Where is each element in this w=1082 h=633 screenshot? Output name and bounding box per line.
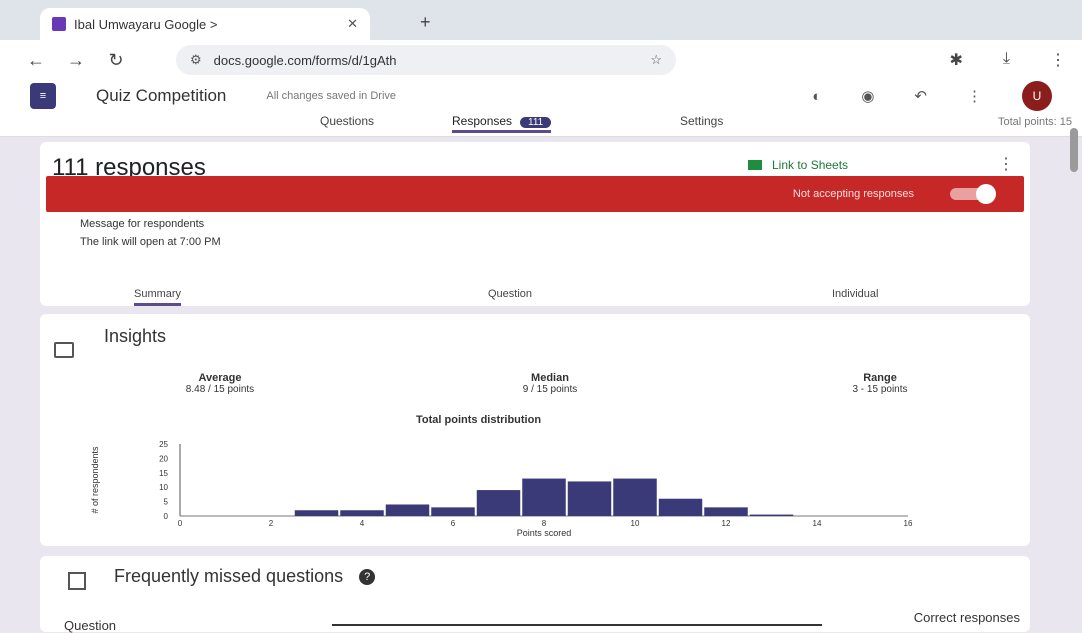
tab-responses-label: Responses: [452, 114, 513, 128]
histogram-bar: [385, 504, 430, 516]
address-url: docs.google.com/forms/d/1gAth: [213, 52, 397, 68]
total-points: Total points: 15: [998, 116, 1072, 128]
form-tabs: Questions Responses 111 Settings Total po…: [0, 112, 1082, 136]
subtab-summary[interactable]: Summary: [134, 288, 182, 306]
missed-questions-label: Frequently missed questions: [114, 566, 344, 586]
responses-more-icon[interactable]: ⋮: [998, 156, 1014, 173]
responses-count-badge: 111: [520, 117, 552, 128]
browser-tab-title: Ibal Umwayaru Google >: [74, 16, 218, 32]
column-correct-responses: Correct responses: [913, 610, 1020, 625]
stat-median-label: Median: [531, 372, 569, 384]
histogram-bar: [749, 514, 794, 516]
back-icon[interactable]: ←: [27, 49, 45, 70]
forms-logo-icon[interactable]: ≡: [30, 83, 56, 109]
histogram-bar: [431, 507, 475, 516]
histogram-bar: [704, 507, 748, 516]
stat-average: Average 8.48 / 15 points: [120, 372, 320, 395]
extension-icon[interactable]: ✱: [949, 52, 963, 69]
tab-settings[interactable]: Settings: [680, 114, 724, 128]
sheets-icon: [748, 160, 762, 170]
message-label: Message for respondents: [80, 218, 205, 230]
saved-status: All changes saved in Drive: [266, 90, 397, 102]
accepting-responses-toggle[interactable]: [950, 184, 996, 204]
address-bar[interactable]: ⚙ docs.google.com/forms/d/1gAth ☆: [176, 45, 676, 75]
palette-icon[interactable]: ◐: [812, 87, 822, 105]
new-tab-button[interactable]: +: [420, 12, 431, 32]
browser-tab[interactable]: Ibal Umwayaru Google > ✕: [40, 8, 370, 40]
x-tick-label: 8: [542, 519, 547, 528]
forward-icon[interactable]: →: [67, 49, 85, 70]
download-icon[interactable]: ⤓: [1002, 50, 1010, 67]
not-accepting-label: Not accepting responses: [792, 188, 914, 200]
avatar[interactable]: U: [1022, 81, 1052, 111]
tab-responses[interactable]: Responses 111: [452, 114, 552, 133]
y-tick-label: 15: [159, 469, 168, 478]
x-tick-label: 4: [360, 519, 365, 528]
stat-median: Median 9 / 15 points: [450, 372, 650, 395]
points-histogram: # of respondents 0 5 10 15 20 25 0 2 4 6 8 10 12 14 16 P…: [90, 440, 913, 538]
missed-questions-icon: [68, 572, 86, 590]
close-tab-icon[interactable]: ✕: [347, 16, 358, 31]
tune-icon[interactable]: ⚙: [190, 52, 202, 67]
stat-average-label: Average: [198, 372, 242, 384]
page-scrollbar[interactable]: [1070, 128, 1078, 172]
subtab-individual[interactable]: Individual: [832, 288, 879, 300]
forms-favicon-icon: [52, 17, 66, 31]
stat-range-value: 3 - 15 points: [852, 384, 908, 395]
missed-questions-title: Frequently missed questions?: [114, 566, 376, 587]
subtab-question[interactable]: Question: [488, 288, 533, 300]
reload-icon[interactable]: ↻: [108, 49, 124, 70]
question-divider: [332, 624, 822, 626]
histogram-bar: [658, 498, 703, 516]
histogram-bar: [340, 510, 384, 516]
x-tick-label: 14: [813, 519, 822, 528]
y-tick-label: 25: [159, 440, 168, 449]
forms-header: ≡ Quiz Competition All changes saved in …: [0, 80, 1082, 137]
x-tick-label: 2: [269, 519, 274, 528]
y-tick-label: 5: [164, 498, 169, 507]
more-options-icon[interactable]: ⋮: [967, 88, 982, 105]
y-tick-label: 0: [164, 512, 169, 521]
stat-average-value: 8.48 / 15 points: [185, 384, 255, 395]
browser-tab-strip: Ibal Umwayaru Google > ✕ +: [0, 0, 1082, 40]
responses-card: 111 responses Link to Sheets ⋮ Not accep…: [40, 142, 1030, 306]
histogram-bar: [476, 490, 521, 516]
browser-toolbar: ← → ↻ ⚙ docs.google.com/forms/d/1gAth ☆ …: [0, 40, 1082, 80]
stat-range-label: Range: [863, 372, 897, 384]
insights-title: Insights: [104, 326, 167, 346]
link-to-sheets-label: Link to Sheets: [772, 158, 849, 172]
link-to-sheets-button[interactable]: Link to Sheets: [748, 158, 848, 172]
insights-card: Insights Average 8.48 / 15 points Median…: [40, 314, 1030, 546]
message-text[interactable]: The link will open at 7:00 PM: [80, 236, 221, 248]
x-axis-label: Points scored: [517, 528, 572, 538]
column-question: Question: [64, 618, 117, 633]
help-icon[interactable]: ?: [359, 568, 376, 585]
stat-median-value: 9 / 15 points: [522, 384, 578, 395]
star-icon[interactable]: ☆: [650, 52, 662, 67]
insights-icon: [54, 342, 74, 358]
x-tick-label: 16: [904, 519, 913, 528]
y-tick-label: 20: [159, 454, 168, 463]
x-tick-label: 12: [722, 519, 731, 528]
missed-questions-card: Frequently missed questions? Question Co…: [40, 556, 1030, 633]
histogram-bar: [613, 478, 657, 516]
x-tick-label: 0: [178, 519, 183, 528]
y-axis-label: # of respondents: [90, 446, 100, 514]
x-tick-label: 6: [451, 519, 456, 528]
y-tick-label: 10: [159, 483, 168, 492]
form-title[interactable]: Quiz Competition: [96, 86, 227, 105]
x-tick-label: 10: [631, 519, 640, 528]
undo-icon[interactable]: ↶: [914, 88, 927, 105]
more-icon[interactable]: ⋮: [1050, 52, 1066, 69]
histogram-bar: [522, 478, 566, 516]
chart-title: Total points distribution: [416, 414, 542, 426]
histogram-bar: [294, 510, 339, 516]
preview-icon[interactable]: ◉: [861, 88, 875, 105]
histogram-bar: [567, 481, 612, 516]
not-accepting-banner: Not accepting responses: [46, 176, 1024, 212]
tab-questions[interactable]: Questions: [320, 114, 375, 128]
toggle-knob: [976, 184, 996, 204]
stat-range: Range 3 - 15 points: [780, 372, 980, 395]
